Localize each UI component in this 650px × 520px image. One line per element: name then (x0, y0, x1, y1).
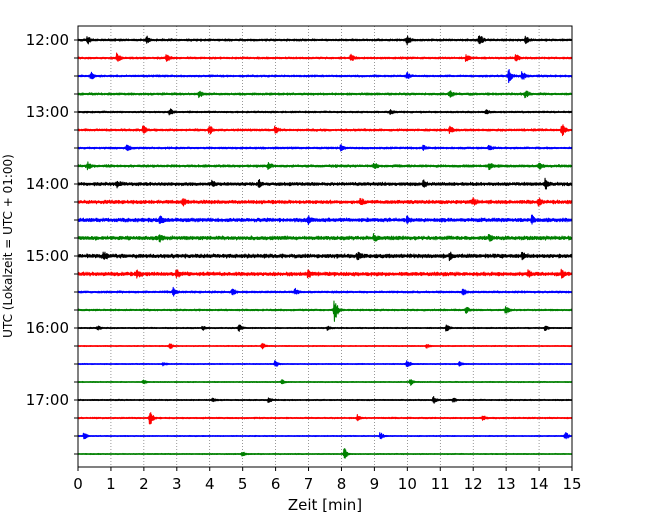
x-tick-label: 6 (271, 475, 281, 493)
x-tick-label: 8 (337, 475, 347, 493)
x-tick-label: 15 (562, 475, 581, 493)
y-axis: 12:00 13:00 14:00 15:00 16:00 17:00 (26, 31, 78, 455)
seismogram-trace (77, 300, 573, 322)
trace-group (77, 35, 573, 459)
x-tick-label: 2 (139, 475, 149, 493)
grid-lines (110, 26, 540, 467)
x-tick-label: 7 (304, 475, 314, 493)
y-axis-label: UTC (Lokalzeit = UTC + 01:00) (1, 154, 15, 338)
x-tick-label: 9 (370, 475, 380, 493)
x-tick-label: 0 (73, 475, 83, 493)
y-tick-label: 14:00 (26, 175, 69, 193)
x-axis-label: Zeit [min] (288, 496, 362, 514)
x-axis: 0 1 2 3 4 5 6 7 8 9 10 11 12 13 14 15 (73, 467, 582, 493)
x-tick-label: 5 (238, 475, 248, 493)
plot-frame (77, 25, 573, 468)
x-tick-label: 12 (464, 475, 483, 493)
x-tick-label: 13 (497, 475, 516, 493)
y-tick-label: 13:00 (26, 103, 69, 121)
x-tick-label: 11 (431, 475, 450, 493)
y-tick-label: 15:00 (26, 247, 69, 265)
x-tick-label: 4 (205, 475, 215, 493)
x-tick-label: 10 (398, 475, 417, 493)
y-tick-label: 12:00 (26, 31, 69, 49)
x-tick-label: 14 (530, 475, 549, 493)
x-tick-label: 1 (106, 475, 116, 493)
y-tick-label: 16:00 (26, 319, 69, 337)
x-tick-label: 3 (172, 475, 182, 493)
y-tick-label: 17:00 (26, 391, 69, 409)
